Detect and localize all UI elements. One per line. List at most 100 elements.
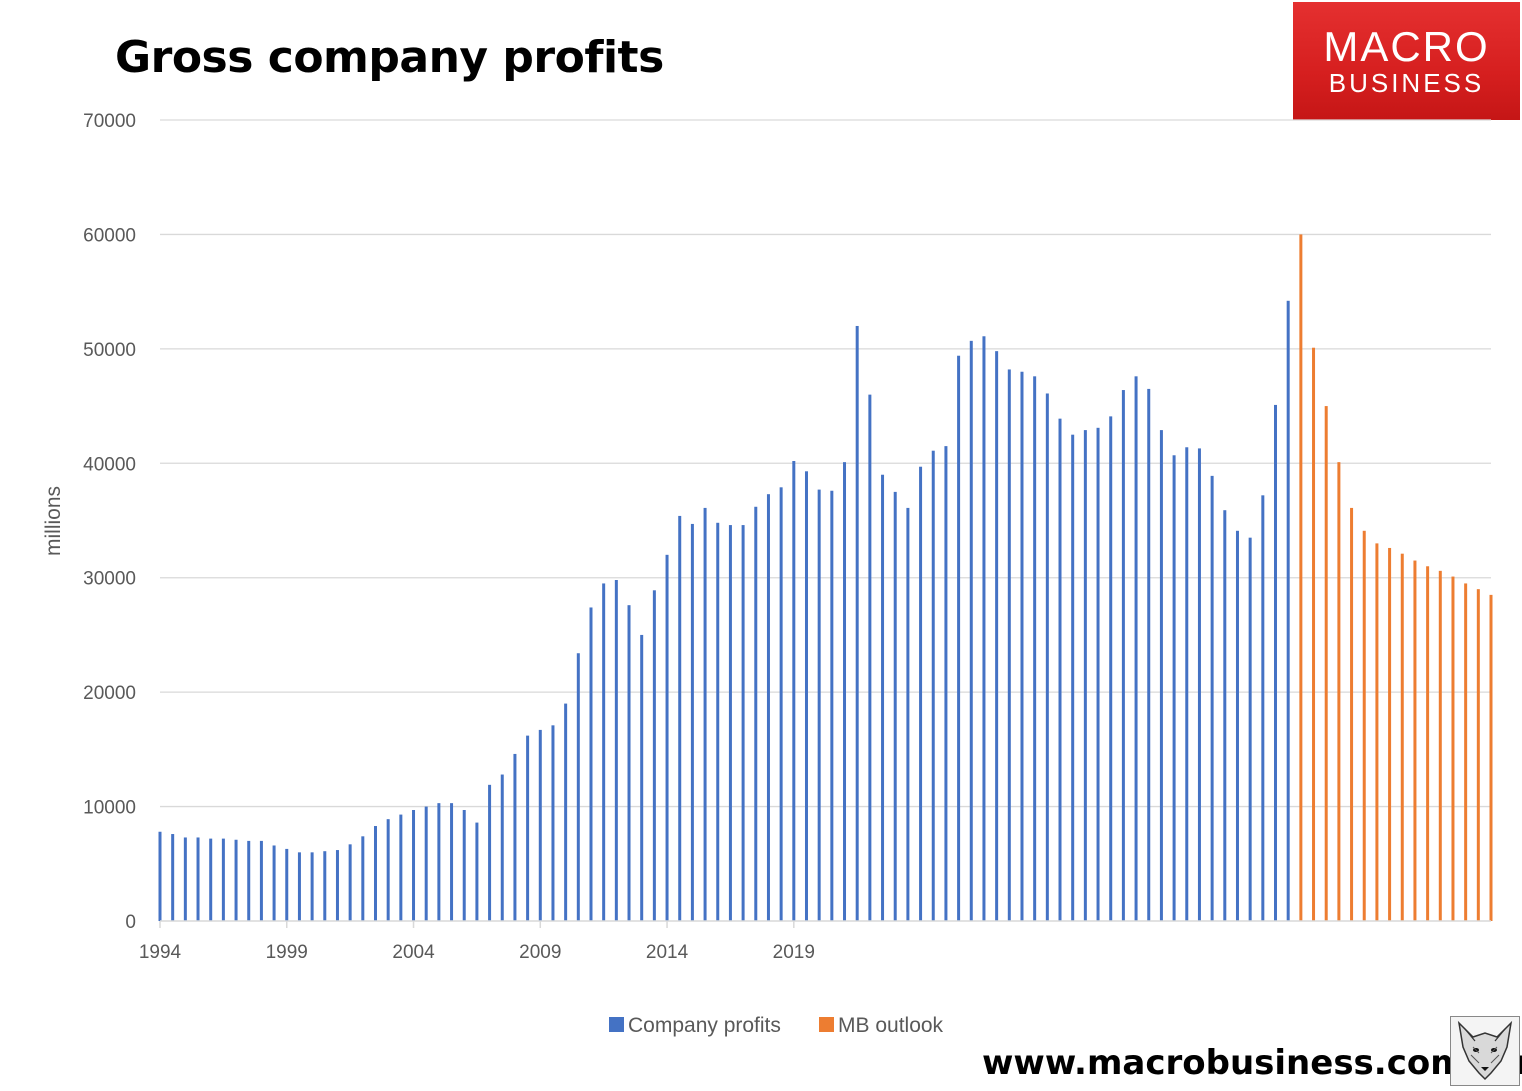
bar-company-profits bbox=[424, 806, 428, 921]
fox-icon bbox=[1457, 1020, 1513, 1081]
bar-company-profits bbox=[361, 836, 365, 921]
y-tick-label: 30000 bbox=[83, 569, 136, 590]
bar-company-profits bbox=[817, 489, 821, 921]
bar-company-profits bbox=[843, 462, 847, 921]
legend-label-company-profits: Company profits bbox=[628, 1014, 781, 1037]
logo-line-1: MACRO bbox=[1323, 23, 1490, 70]
bar-company-profits bbox=[247, 840, 251, 921]
bar-company-profits bbox=[969, 340, 973, 921]
legend-swatch-mb-outlook bbox=[819, 1017, 834, 1032]
bar-company-profits bbox=[703, 507, 707, 921]
chart-title: Gross company profits bbox=[115, 32, 664, 83]
bar-company-profits bbox=[728, 525, 732, 921]
bar-company-profits bbox=[1248, 537, 1252, 921]
bar-company-profits bbox=[373, 826, 377, 921]
bar-company-profits bbox=[1083, 430, 1087, 921]
bar-company-profits bbox=[475, 822, 479, 921]
bar-company-profits bbox=[259, 840, 263, 921]
bar-company-profits bbox=[1020, 371, 1024, 921]
bar-company-profits bbox=[627, 605, 631, 921]
bar-company-profits bbox=[868, 394, 872, 922]
bar-company-profits bbox=[564, 703, 568, 921]
bars-group bbox=[158, 234, 1493, 922]
bar-mb-outlook bbox=[1476, 589, 1480, 921]
bar-company-profits bbox=[830, 490, 834, 921]
bar-company-profits bbox=[412, 810, 416, 921]
y-tick-label: 70000 bbox=[83, 111, 136, 132]
legend-swatch-company-profits bbox=[609, 1017, 624, 1032]
bar-mb-outlook bbox=[1451, 576, 1455, 921]
bar-mb-outlook bbox=[1350, 507, 1354, 921]
bar-company-profits bbox=[551, 725, 555, 921]
y-tick-label: 20000 bbox=[83, 683, 136, 704]
fox-logo bbox=[1450, 1016, 1520, 1086]
bar-mb-outlook bbox=[1464, 583, 1468, 921]
bar-company-profits bbox=[386, 819, 390, 921]
bar-company-profits bbox=[1096, 427, 1100, 921]
bar-company-profits bbox=[221, 838, 225, 921]
bar-company-profits bbox=[919, 466, 923, 921]
bar-company-profits bbox=[665, 554, 669, 921]
bar-mb-outlook bbox=[1324, 406, 1328, 922]
bar-company-profits bbox=[944, 446, 948, 921]
bar-company-profits bbox=[1058, 418, 1062, 921]
bar-company-profits bbox=[348, 844, 352, 921]
bar-company-profits bbox=[335, 850, 339, 921]
bar-company-profits bbox=[1197, 448, 1201, 921]
legend-label-mb-outlook: MB outlook bbox=[838, 1014, 944, 1037]
logo-line-2: BUSINESS bbox=[1328, 68, 1485, 98]
bar-mb-outlook bbox=[1426, 566, 1430, 921]
bar-company-profits bbox=[462, 810, 466, 921]
bar-company-profits bbox=[500, 774, 504, 921]
legend: Company profits MB outlook bbox=[609, 1014, 944, 1037]
x-tick-label: 2004 bbox=[392, 942, 435, 963]
x-tick-label: 1994 bbox=[139, 942, 182, 963]
bar-company-profits bbox=[690, 523, 694, 921]
bar-company-profits bbox=[171, 834, 175, 921]
bar-mb-outlook bbox=[1337, 462, 1341, 921]
bar-company-profits bbox=[1134, 376, 1138, 921]
bar-company-profits bbox=[323, 851, 327, 921]
bar-company-profits bbox=[652, 590, 656, 921]
bar-company-profits bbox=[1033, 376, 1037, 921]
bar-company-profits bbox=[1185, 447, 1189, 921]
bar-company-profits bbox=[855, 325, 859, 921]
bar-company-profits bbox=[285, 848, 289, 921]
y-tick-label: 10000 bbox=[83, 798, 136, 819]
x-axis-ticks: 1994 1999 2004 2009 2014 2019 bbox=[139, 921, 815, 963]
bar-company-profits bbox=[576, 653, 580, 921]
bar-company-profits bbox=[209, 838, 213, 921]
bar-company-profits bbox=[450, 803, 454, 921]
bar-company-profits bbox=[526, 735, 530, 921]
bar-company-profits bbox=[766, 494, 770, 921]
bar-company-profits bbox=[640, 634, 644, 921]
bar-company-profits bbox=[589, 607, 593, 921]
bar-company-profits bbox=[957, 355, 961, 921]
bar-company-profits bbox=[792, 460, 796, 921]
bar-company-profits bbox=[538, 729, 542, 921]
bar-company-profits bbox=[893, 491, 897, 921]
bar-company-profits bbox=[1235, 530, 1239, 921]
x-tick-label: 1999 bbox=[266, 942, 308, 963]
bar-company-profits bbox=[906, 507, 910, 921]
bar-company-profits bbox=[602, 583, 606, 921]
bar-company-profits bbox=[982, 336, 986, 921]
bar-company-profits bbox=[1261, 495, 1265, 921]
y-tick-label: 0 bbox=[125, 912, 136, 933]
macrobusiness-logo: MACRO BUSINESS bbox=[1293, 2, 1520, 120]
bar-company-profits bbox=[1274, 404, 1278, 922]
bar-mb-outlook bbox=[1299, 234, 1303, 921]
y-tick-label: 40000 bbox=[83, 454, 136, 475]
y-tick-label: 60000 bbox=[83, 225, 136, 246]
bar-mb-outlook bbox=[1362, 530, 1366, 921]
bar-company-profits bbox=[1223, 510, 1227, 921]
bar-mb-outlook bbox=[1413, 560, 1417, 921]
bar-company-profits bbox=[995, 351, 999, 921]
bar-company-profits bbox=[614, 580, 618, 921]
bar-company-profits bbox=[881, 474, 885, 921]
bar-company-profits bbox=[234, 839, 238, 921]
bar-company-profits bbox=[804, 471, 808, 921]
bar-company-profits bbox=[1210, 475, 1214, 921]
bar-company-profits bbox=[716, 522, 720, 921]
bar-company-profits bbox=[297, 852, 301, 921]
